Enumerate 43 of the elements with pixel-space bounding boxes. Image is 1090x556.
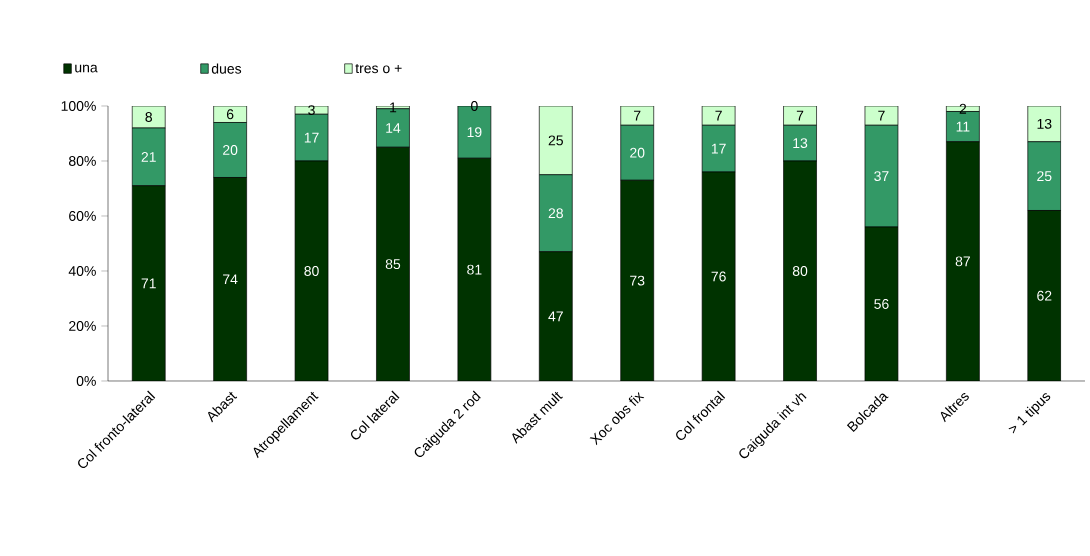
y-tick-label: 0% <box>76 376 96 386</box>
data-label: 7 <box>715 110 722 121</box>
data-label: 62 <box>1037 290 1052 301</box>
data-label: 13 <box>1037 118 1052 129</box>
data-label: 81 <box>467 264 482 275</box>
data-label: 7 <box>634 110 641 121</box>
y-tick-label: 20% <box>69 321 96 331</box>
data-label: 28 <box>548 208 563 219</box>
data-label: 76 <box>711 271 726 282</box>
data-label: 17 <box>304 132 319 143</box>
data-label: 7 <box>878 110 885 121</box>
data-label: 85 <box>385 259 401 270</box>
legend-label: tres o + <box>355 63 402 74</box>
data-label: 14 <box>386 123 401 133</box>
legend-label: una <box>75 64 98 73</box>
data-label: 21 <box>141 151 156 162</box>
data-label: 8 <box>145 112 152 122</box>
x-tick-label: Xoc obs fix <box>589 392 645 446</box>
data-label: 71 <box>141 278 156 289</box>
data-label: 37 <box>874 171 889 182</box>
y-tick-label: 40% <box>68 266 96 276</box>
y-tick-label: 80% <box>69 156 96 166</box>
data-label: 6 <box>226 109 234 120</box>
data-label: 3 <box>308 105 315 116</box>
data-label: 47 <box>548 311 563 322</box>
data-label: 74 <box>223 274 238 285</box>
data-label: 73 <box>630 275 645 286</box>
data-label: 87 <box>955 256 970 267</box>
data-label: 25 <box>548 135 563 146</box>
data-label: 11 <box>956 121 970 132</box>
data-label: 20 <box>630 147 645 158</box>
data-label: 17 <box>711 143 726 154</box>
data-label: 20 <box>223 145 238 155</box>
data-label: 19 <box>467 127 482 138</box>
y-tick-label: 100% <box>61 101 96 111</box>
legend-label: dues <box>211 63 242 74</box>
data-label: 13 <box>793 138 808 149</box>
y-tick-label: 60% <box>69 211 96 221</box>
data-label: 80 <box>304 266 319 276</box>
data-label: 56 <box>874 299 889 309</box>
data-label: 25 <box>1037 171 1052 182</box>
data-label: 80 <box>792 266 808 276</box>
data-label: 7 <box>796 110 804 121</box>
